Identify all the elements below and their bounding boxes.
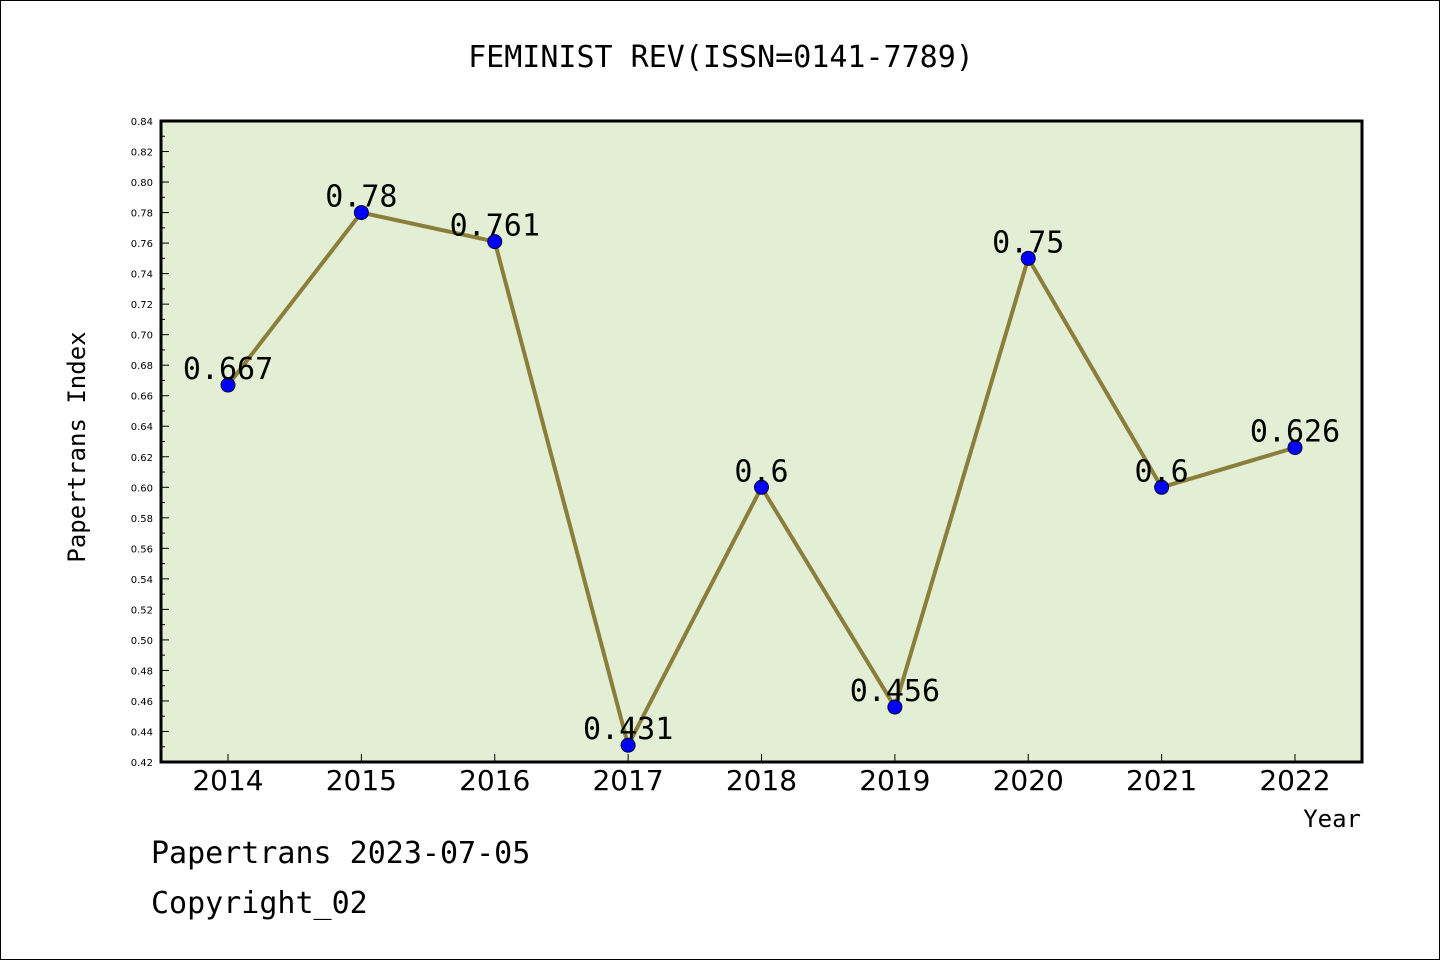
y-tick-label: 0.56 [131, 544, 153, 555]
y-tick-label: 0.62 [131, 453, 153, 464]
y-tick-label: 0.52 [131, 605, 153, 616]
chart-title: FEMINIST REV(ISSN=0141-7789) [468, 40, 974, 75]
y-tick-label: 0.66 [131, 392, 153, 403]
data-label: 0.6 [734, 454, 788, 489]
y-tick-label: 0.46 [131, 697, 153, 708]
x-axis-title: Year [1303, 805, 1361, 833]
x-tick-label: 2018 [726, 764, 797, 797]
x-tick-label: 2016 [459, 764, 530, 797]
x-tick-label: 2021 [1126, 764, 1197, 797]
x-tick-label: 2019 [859, 764, 930, 797]
data-label: 0.75 [992, 225, 1064, 260]
x-tick-label: 2015 [326, 764, 397, 797]
y-tick-label: 0.78 [131, 209, 153, 220]
y-tick-label: 0.50 [131, 636, 153, 647]
y-tick-label: 0.42 [131, 758, 153, 769]
y-tick-label: 0.68 [131, 361, 153, 372]
y-tick-label: 0.80 [131, 178, 153, 189]
x-tick-label: 2017 [592, 764, 663, 797]
x-tick-label: 2014 [192, 764, 263, 797]
x-tick-label: 2022 [1259, 764, 1330, 797]
y-axis-title: Papertrans Index [63, 331, 91, 562]
x-axis: 2014 2015 2016 2017 2018 2019 2020 2021 2022 [192, 754, 1331, 797]
y-tick-label: 0.76 [131, 239, 153, 250]
data-label: 0.78 [325, 180, 397, 215]
y-tick-label: 0.74 [131, 270, 153, 281]
y-tick-label: 0.72 [131, 300, 153, 311]
data-label: 0.626 [1250, 415, 1340, 450]
data-point [887, 699, 903, 715]
plot-area [161, 121, 1362, 762]
data-point [1287, 440, 1303, 456]
y-tick-label: 0.64 [131, 422, 153, 433]
data-label: 0.761 [450, 209, 540, 244]
plot-border [159, 119, 1364, 764]
footer-date: Papertrans 2023-07-05 [151, 836, 531, 871]
data-label: 0.667 [183, 352, 273, 387]
data-point [754, 479, 769, 495]
data-labels: 0.667 0.78 0.761 0.431 0.6 0.456 0.75 0.6 0.626 [183, 180, 1340, 748]
data-label: 0.431 [583, 712, 673, 747]
data-point [487, 234, 503, 250]
y-tick-label: 0.70 [131, 331, 153, 342]
data-point [1020, 250, 1036, 266]
y-axis: 0.42 0.44 0.46 0.48 0.50 0.52 0.54 0.56 0.58 0.60… [131, 117, 169, 769]
data-label: 0.456 [850, 674, 940, 709]
data-point [620, 737, 636, 753]
y-tick-label: 0.54 [131, 575, 153, 586]
footer-copyright: Copyright_02 [151, 886, 368, 921]
y-tick-label: 0.60 [131, 483, 153, 494]
data-label: 0.6 [1135, 454, 1189, 489]
data-point [220, 377, 236, 393]
y-tick-label: 0.44 [131, 727, 153, 738]
y-tick-label: 0.82 [131, 148, 153, 159]
x-tick-label: 2020 [993, 764, 1064, 797]
data-point [353, 205, 369, 221]
y-tick-label: 0.48 [131, 666, 153, 677]
y-tick-label: 0.84 [131, 117, 153, 128]
series-markers [220, 205, 1303, 753]
y-tick-label: 0.58 [131, 514, 153, 525]
data-point [1154, 479, 1170, 495]
